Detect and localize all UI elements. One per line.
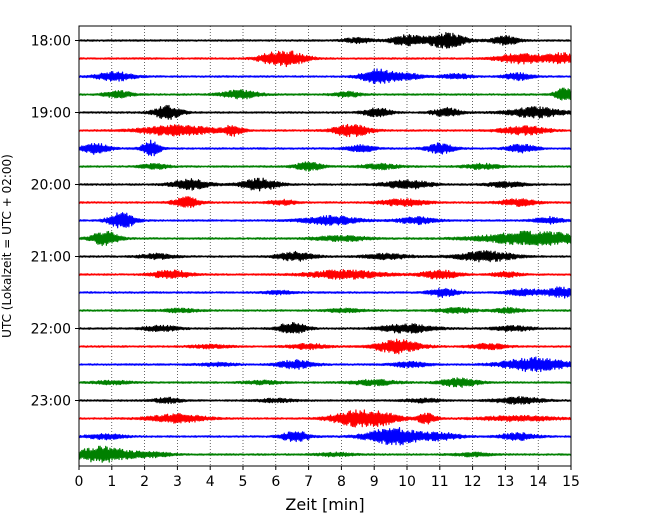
trace-1815: [78, 50, 572, 68]
y-tick-label-1: 19:00: [31, 106, 71, 122]
trace-2215: [78, 338, 572, 355]
trace-2200: [78, 321, 572, 334]
x-axis-ticks: 0 1 2 3 4 5 6 7 8 9 10 11 12 13 14 15: [75, 466, 580, 490]
trace-1945: [78, 161, 572, 172]
x-tick-label-12: 12: [464, 474, 482, 490]
x-tick-label-10: 10: [398, 474, 416, 490]
y-tick-label-0: 18:00: [31, 34, 71, 50]
trace-1830: [78, 68, 572, 85]
plot-frame: [78, 25, 572, 467]
y-axis-ticks: 18:00 19:00 20:00 21:00 22:00 23:00: [31, 34, 79, 410]
trace-2315: [78, 409, 572, 428]
trace-2045: [78, 230, 572, 247]
seismic-traces: [78, 32, 572, 463]
x-tick-label-13: 13: [496, 474, 514, 490]
x-tick-label-15: 15: [562, 474, 580, 490]
x-tick-label-14: 14: [529, 474, 547, 490]
x-tick-label-5: 5: [239, 474, 248, 490]
x-tick-label-2: 2: [140, 474, 149, 490]
trace-2230: [78, 356, 572, 373]
x-tick-label-7: 7: [304, 474, 313, 490]
x-tick-label-8: 8: [337, 474, 346, 490]
trace-1915: [78, 123, 572, 138]
trace-2245: [78, 377, 572, 388]
x-axis-title: Zeit [min]: [285, 495, 364, 514]
trace-1800: [78, 32, 572, 49]
x-tick-label-6: 6: [271, 474, 280, 490]
y-tick-label-4: 22:00: [31, 322, 71, 338]
trace-2130: [78, 286, 572, 299]
x-tick-label-4: 4: [206, 474, 215, 490]
x-tick-label-0: 0: [75, 474, 84, 490]
trace-2000: [78, 177, 572, 192]
y-tick-label-2: 20:00: [31, 178, 71, 194]
grid-lines: [111, 26, 539, 466]
x-tick-label-11: 11: [431, 474, 449, 490]
trace-2300: [78, 395, 572, 405]
trace-2100: [78, 250, 572, 263]
x-tick-label-3: 3: [173, 474, 182, 490]
x-tick-label-1: 1: [107, 474, 116, 490]
trace-2015: [78, 196, 572, 209]
y-tick-label-3: 21:00: [31, 250, 71, 266]
trace-1930: [78, 139, 572, 157]
trace-2145: [78, 306, 572, 315]
trace-1845: [78, 87, 572, 101]
trace-2330: [78, 426, 572, 446]
y-axis-title: UTC (Lokalzeit = UTC + 02:00): [0, 154, 14, 338]
trace-1900: [78, 104, 572, 120]
trace-2345: [78, 445, 572, 463]
trace-2030: [78, 212, 572, 229]
y-tick-label-5: 23:00: [31, 394, 71, 410]
trace-2115: [78, 269, 572, 280]
x-tick-label-9: 9: [370, 474, 379, 490]
